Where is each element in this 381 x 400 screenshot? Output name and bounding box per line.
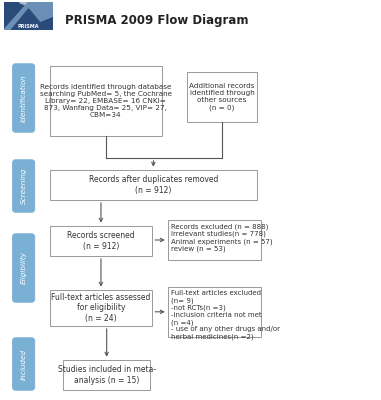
FancyBboxPatch shape <box>50 226 152 256</box>
Text: Records after duplicates removed
(n = 912): Records after duplicates removed (n = 91… <box>89 175 218 195</box>
FancyBboxPatch shape <box>50 66 162 136</box>
FancyBboxPatch shape <box>168 287 261 337</box>
Text: Screening: Screening <box>21 168 27 204</box>
FancyBboxPatch shape <box>13 338 35 390</box>
Polygon shape <box>19 2 53 16</box>
FancyBboxPatch shape <box>13 160 35 212</box>
FancyBboxPatch shape <box>63 360 150 390</box>
Text: Records excluded (n = 888)
Irrelevant studies(n = 778)
Animal experiments (n = 5: Records excluded (n = 888) Irrelevant st… <box>171 223 272 252</box>
FancyBboxPatch shape <box>50 290 152 326</box>
Text: Eligibility: Eligibility <box>21 252 27 284</box>
Text: Additional records
identified through
other sources
(n = 0): Additional records identified through ot… <box>189 83 255 111</box>
FancyBboxPatch shape <box>13 234 35 302</box>
Text: Records identified through database
searching PubMed= 5, the Cochrane
Library= 2: Records identified through database sear… <box>40 84 172 118</box>
Text: Full-text articles assessed
for eligibility
(n = 24): Full-text articles assessed for eligibil… <box>51 293 150 323</box>
FancyBboxPatch shape <box>168 220 261 260</box>
FancyBboxPatch shape <box>187 72 257 122</box>
Text: PRISMA 2009 Flow Diagram: PRISMA 2009 Flow Diagram <box>65 14 248 27</box>
FancyBboxPatch shape <box>13 64 35 132</box>
Polygon shape <box>4 2 53 30</box>
Text: Records screened
(n = 912): Records screened (n = 912) <box>67 231 135 251</box>
FancyBboxPatch shape <box>50 170 257 200</box>
Text: Identification: Identification <box>21 74 27 122</box>
Text: Included: Included <box>21 348 27 380</box>
Polygon shape <box>11 9 46 30</box>
Text: Full-text articles excluded
(n= 9)
-not RCTs(n =3)
-inclusion criteria not met
(: Full-text articles excluded (n= 9) -not … <box>171 290 280 340</box>
Text: Studies included in meta-
analysis (n = 15): Studies included in meta- analysis (n = … <box>58 365 156 385</box>
Text: PRISMA: PRISMA <box>18 24 39 29</box>
